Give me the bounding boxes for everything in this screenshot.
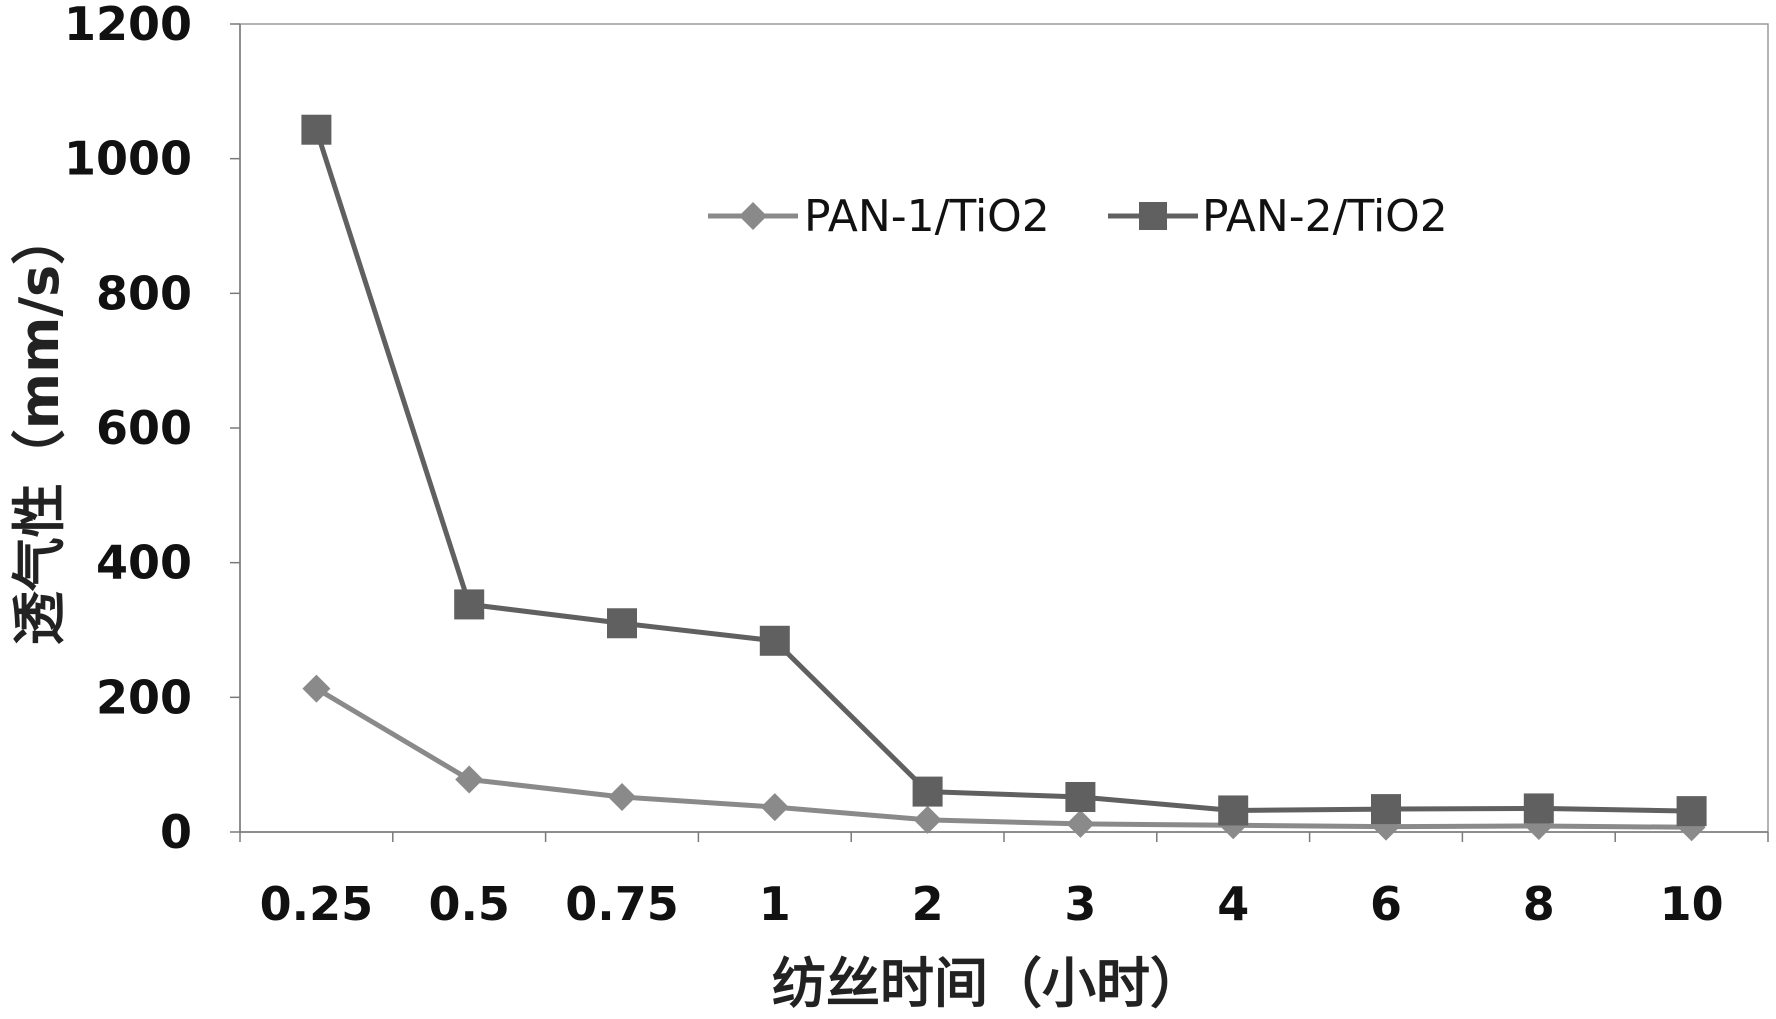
data-point <box>759 625 790 656</box>
plot-area <box>239 23 1769 833</box>
data-point <box>760 793 789 822</box>
series-line <box>314 128 1692 814</box>
x-tick-label: 1 <box>759 877 791 931</box>
x-tick-label: 3 <box>1064 877 1096 931</box>
y-tick-label: 200 <box>96 670 192 724</box>
data-point <box>1676 796 1707 827</box>
data-point <box>1066 809 1095 838</box>
y-tick-label: 800 <box>96 266 192 320</box>
legend-label-pan-1: PAN-1/TiO2 <box>804 191 1050 242</box>
data-point <box>454 589 485 620</box>
x-tick-label: 10 <box>1660 877 1724 931</box>
data-point <box>607 608 637 639</box>
y-axis-ticks: 0 200 400 600 800 1000 1200 <box>64 0 240 859</box>
x-tick-label: 0.25 <box>260 877 374 931</box>
y-axis-label: 透气性（mm/s） <box>8 211 71 645</box>
x-axis-label: 纺丝时间（小时） <box>772 952 1204 1015</box>
legend-marker-pan-2 <box>1139 202 1167 230</box>
x-tick-label: 4 <box>1217 877 1249 931</box>
data-point <box>1523 793 1554 824</box>
series-2 <box>301 114 1707 827</box>
legend-marker-pan-1 <box>739 202 767 230</box>
data-point <box>1065 781 1096 812</box>
data-point <box>1218 795 1249 826</box>
data-point <box>608 782 636 811</box>
legend-label-pan-2: PAN-2/TiO2 <box>1202 191 1448 242</box>
data-point <box>1371 794 1401 825</box>
y-tick-label: 400 <box>96 536 192 590</box>
y-tick-label: 600 <box>96 401 192 455</box>
x-tick-label: 6 <box>1370 877 1402 931</box>
x-tick-label: 2 <box>912 877 944 931</box>
x-tick-label: 0.75 <box>565 877 679 931</box>
x-tick-label: 0.5 <box>428 877 510 931</box>
data-point <box>455 765 484 794</box>
data-point <box>912 776 943 807</box>
x-axis-ticks: 0.25 0.5 0.75 1 2 3 4 6 8 10 <box>239 832 1769 931</box>
y-tick-label: 0 <box>160 805 192 859</box>
data-point <box>913 805 942 834</box>
legend: PAN-1/TiO2 PAN-2/TiO2 <box>708 191 1448 242</box>
series-1 <box>302 674 1706 842</box>
y-tick-label: 1000 <box>64 132 192 186</box>
x-tick-label: 8 <box>1523 877 1555 931</box>
series-layer <box>301 114 1707 842</box>
data-point <box>301 114 332 145</box>
series-line <box>315 686 1692 830</box>
y-tick-label: 1200 <box>64 0 192 51</box>
data-point <box>302 674 331 703</box>
